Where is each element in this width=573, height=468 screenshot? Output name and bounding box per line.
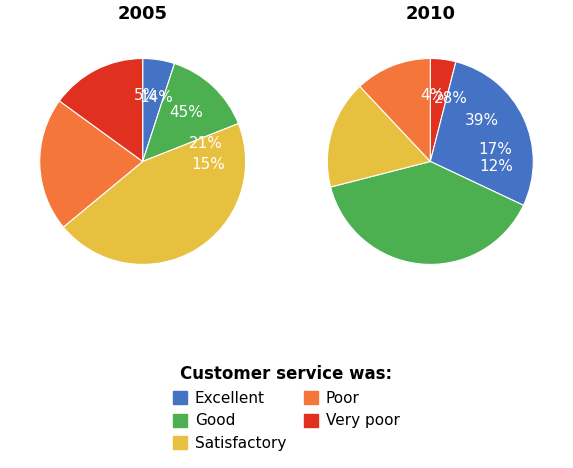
Wedge shape xyxy=(327,87,430,187)
Text: 39%: 39% xyxy=(465,113,499,128)
Wedge shape xyxy=(430,58,456,161)
Text: 45%: 45% xyxy=(170,105,203,120)
Title: 2010: 2010 xyxy=(405,5,456,23)
Text: 28%: 28% xyxy=(434,91,468,106)
Wedge shape xyxy=(143,64,238,161)
Wedge shape xyxy=(64,124,246,264)
Wedge shape xyxy=(360,58,430,161)
Wedge shape xyxy=(60,58,143,161)
Text: 5%: 5% xyxy=(134,88,158,103)
Text: 14%: 14% xyxy=(139,89,173,104)
Text: 12%: 12% xyxy=(479,159,513,174)
Legend: Excellent, Good, Satisfactory, Poor, Very poor: Excellent, Good, Satisfactory, Poor, Ver… xyxy=(168,361,405,456)
Text: 17%: 17% xyxy=(478,142,512,157)
Wedge shape xyxy=(143,58,175,161)
Wedge shape xyxy=(430,62,533,205)
Text: 21%: 21% xyxy=(189,136,223,151)
Text: 4%: 4% xyxy=(421,88,445,103)
Wedge shape xyxy=(331,161,524,264)
Wedge shape xyxy=(40,101,143,227)
Title: 2005: 2005 xyxy=(117,5,168,23)
Text: 15%: 15% xyxy=(191,157,225,172)
